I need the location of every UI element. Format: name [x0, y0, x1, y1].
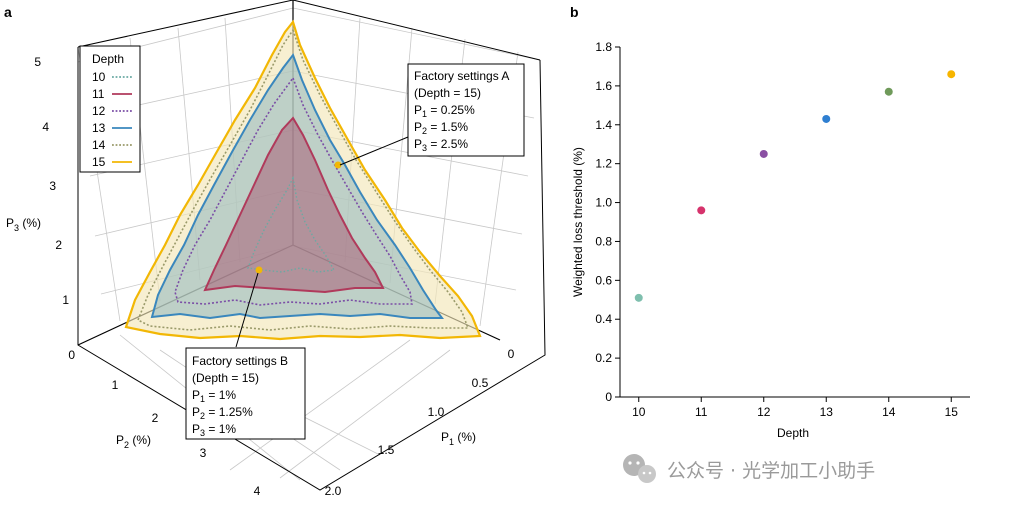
watermark-text: 公众号 · 光学加工小助手: [667, 460, 875, 482]
p1-tick: 0.5: [472, 376, 489, 390]
p1-tick: 1.0: [428, 405, 445, 419]
factory-a-marker: [334, 161, 342, 169]
p3-axis-title: P3 (%): [6, 216, 41, 233]
callout-a-leader: [339, 136, 409, 166]
callout-a-p3: P3 = 2.5%: [414, 137, 468, 153]
p1-axis-title: P1 (%): [441, 430, 476, 447]
y-tick-label: 0: [605, 390, 612, 404]
region-depth-11: [203, 116, 385, 294]
callout-b-leader: [235, 272, 259, 348]
panel-a-label: a: [4, 4, 12, 20]
p3-tick: 1: [62, 293, 69, 307]
callout-a-box: [407, 63, 525, 157]
y-axis-title: Weighted loss threshold (%): [571, 147, 585, 297]
legend-entry-label: 13: [92, 121, 106, 135]
legend-entry-label: 15: [92, 155, 106, 169]
p3-tick: 2: [55, 238, 62, 252]
data-point-depth-14: [884, 87, 893, 96]
legend-title: Depth: [92, 52, 124, 66]
p1-tick: 0: [508, 347, 515, 361]
p2-tick: 3: [200, 446, 207, 460]
y-tick-label: 0.2: [595, 351, 612, 365]
region-depth-13: [150, 52, 444, 320]
region-depth-10: [247, 175, 336, 273]
callout-a-depth: (Depth = 15): [414, 86, 481, 100]
x-tick-label: 14: [882, 405, 896, 419]
callout-a-p2: P2 = 1.5%: [414, 120, 468, 136]
p2-tick: 2: [152, 411, 159, 425]
p2-ticks: 1 2 3 4: [112, 378, 261, 498]
factory-b-marker: [255, 266, 263, 274]
legend-box: [79, 45, 141, 173]
data-point-depth-13: [822, 114, 831, 123]
scatter-chart: 0 0.2 0.4 0.6 0.8 1.0 1.2 1.4 1.6 1.8 10 11 12 13 14 15…: [571, 40, 970, 440]
p2-tick: 1: [112, 378, 119, 392]
callout-a-p1: P1 = 0.25%: [414, 103, 475, 119]
x-tick-label: 15: [945, 405, 959, 419]
y-tick-label: 1.6: [595, 79, 612, 93]
p1-tick: 1.5: [378, 443, 395, 457]
panel-b-label: b: [570, 4, 579, 20]
x-axis-title: Depth: [777, 426, 809, 440]
callout-b-depth: (Depth = 15): [192, 371, 259, 385]
x-tick-label: 13: [820, 405, 834, 419]
panel-a-box: 0 1 2 3 4 5 P3 (%) 1 2 3 4 P2 (%) 0 0.5 …: [6, 0, 546, 498]
callout-b-p2: P2 = 1.25%: [192, 405, 253, 421]
depth-regions: [124, 19, 482, 341]
legend-entry-label: 11: [92, 87, 105, 101]
data-point-depth-11: [697, 206, 706, 215]
data-point-depth-12: [759, 149, 768, 158]
region-depth-12: [174, 76, 413, 306]
p2-tick: 4: [254, 484, 261, 498]
y-tick-label: 1.4: [595, 118, 612, 132]
x-tick-label: 12: [757, 405, 771, 419]
data-point-depth-10: [634, 293, 643, 302]
x-tick-label: 11: [695, 405, 708, 419]
callout-b-box: [185, 347, 306, 440]
p3-tick: 5: [34, 55, 41, 69]
callout-b-p3: P3 = 1%: [192, 422, 236, 438]
callout-a-title: Factory settings A: [414, 69, 509, 83]
callout-b-title: Factory settings B: [192, 354, 288, 368]
y-tick-label: 1.2: [595, 157, 612, 171]
p1-ticks: 0 0.5 1.0 1.5 2.0: [325, 347, 515, 498]
p3-tick: 0: [68, 348, 75, 362]
callout-b-p1: P1 = 1%: [192, 388, 236, 404]
y-tick-label: 1.0: [595, 196, 612, 210]
legend-entry-label: 10: [92, 70, 106, 84]
p1-tick: 2.0: [325, 484, 342, 498]
p3-tick: 4: [42, 120, 49, 134]
p2-axis-title: P2 (%): [116, 433, 151, 450]
watermark: 公众号 · 光学加工小助手: [623, 454, 875, 483]
p3-ticks: 0 1 2 3 4 5: [34, 55, 75, 362]
data-point-depth-15: [947, 70, 956, 79]
y-tick-label: 0.8: [595, 234, 612, 248]
x-tick-label: 10: [632, 405, 646, 419]
legend-entry-label: 12: [92, 104, 106, 118]
y-tick-label: 0.6: [595, 273, 612, 287]
region-depth-14: [136, 28, 470, 331]
p3-tick: 3: [49, 179, 56, 193]
callout-a: Factory settings A (Depth = 15) P1 = 0.2…: [407, 63, 525, 157]
legend: Depth 10 11 12 13 14 15: [79, 45, 141, 173]
y-tick-label: 0.4: [595, 312, 612, 326]
wechat-icon: [623, 454, 656, 483]
y-tick-label: 1.8: [595, 40, 612, 54]
callout-b: Factory settings B (Depth = 15) P1 = 1% …: [185, 347, 306, 440]
legend-entry-label: 14: [92, 138, 106, 152]
